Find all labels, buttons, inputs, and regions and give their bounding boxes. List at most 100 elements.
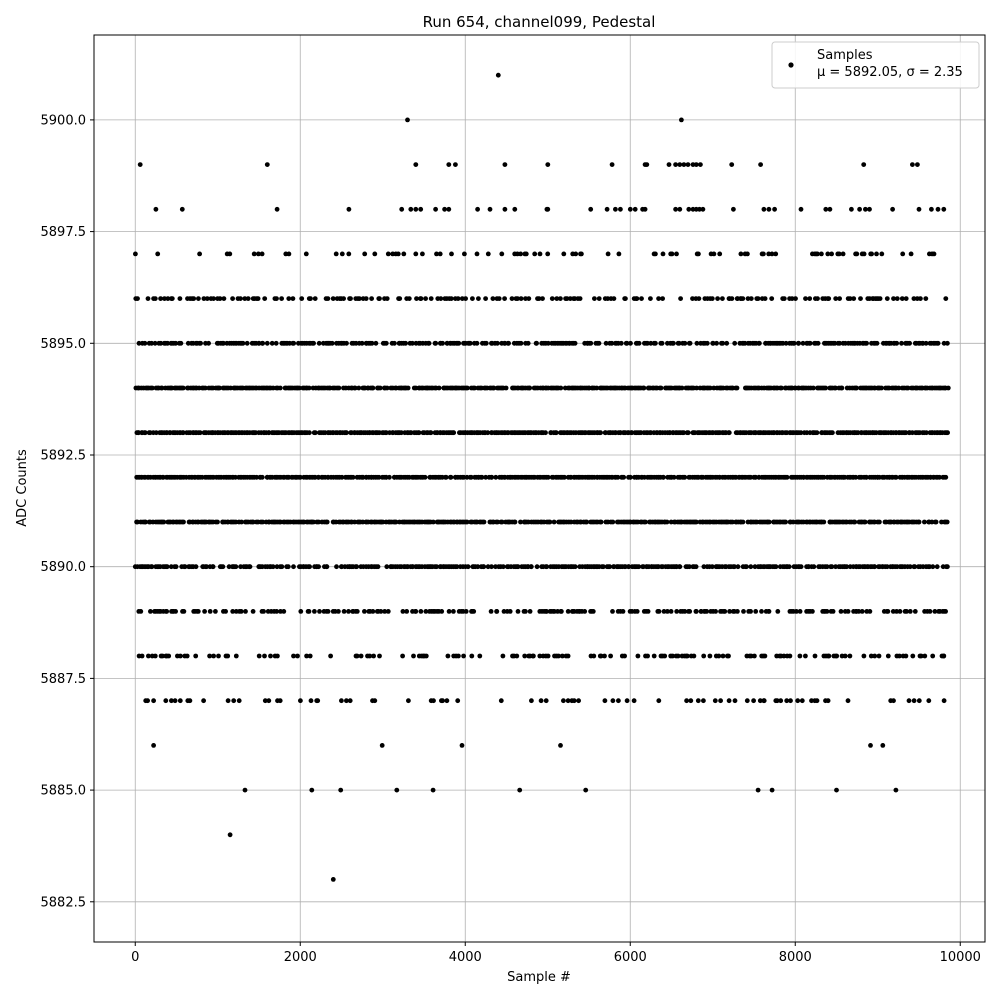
- data-point: [462, 251, 467, 257]
- data-point: [517, 787, 523, 793]
- data-point: [837, 340, 842, 346]
- data-point: [193, 564, 199, 570]
- data-point: [456, 653, 461, 659]
- data-point: [325, 609, 331, 614]
- data-point: [732, 340, 738, 346]
- data-point: [665, 609, 670, 614]
- data-point: [618, 206, 623, 212]
- data-point: [138, 609, 144, 614]
- data-point: [317, 609, 322, 614]
- data-point: [693, 519, 699, 525]
- data-point: [344, 340, 349, 346]
- data-point: [748, 564, 754, 570]
- data-point: [681, 430, 687, 436]
- data-point: [523, 609, 528, 614]
- data-point: [551, 519, 557, 525]
- data-point: [803, 296, 808, 301]
- legend-box: [771, 41, 980, 89]
- data-point: [438, 296, 444, 301]
- data-point: [512, 206, 518, 212]
- data-point: [341, 296, 346, 301]
- data-point: [454, 564, 460, 570]
- data-point: [795, 698, 801, 704]
- data-point: [823, 206, 829, 212]
- data-point: [451, 430, 457, 436]
- data-point: [899, 340, 904, 346]
- data-point: [518, 340, 524, 346]
- data-point: [932, 609, 938, 614]
- data-point: [709, 564, 715, 570]
- data-point: [184, 653, 190, 659]
- data-point: [558, 296, 563, 301]
- data-point: [459, 743, 465, 748]
- data-point: [755, 296, 761, 301]
- data-point: [495, 519, 500, 525]
- data-point: [774, 698, 780, 704]
- data-point: [867, 206, 872, 212]
- data-point: [945, 340, 950, 346]
- data-point: [757, 698, 763, 704]
- data-point: [436, 385, 442, 391]
- data-point: [347, 698, 353, 704]
- data-point: [384, 564, 390, 570]
- data-point: [722, 609, 728, 614]
- data-point: [286, 251, 292, 257]
- data-point: [784, 474, 790, 480]
- data-point: [362, 609, 367, 614]
- data-point: [304, 653, 309, 659]
- data-point: [472, 385, 477, 391]
- data-point: [645, 653, 650, 659]
- data-point: [729, 296, 735, 301]
- data-point: [856, 609, 862, 614]
- data-point: [603, 340, 609, 346]
- data-point: [849, 206, 854, 212]
- data-point: [673, 206, 678, 212]
- data-point: [348, 296, 353, 301]
- data-point: [943, 609, 948, 614]
- data-point: [623, 296, 628, 301]
- y-tick-label: 5885.0: [41, 784, 87, 799]
- data-point: [160, 653, 165, 659]
- data-point: [783, 519, 788, 525]
- data-point: [463, 296, 468, 301]
- data-point: [751, 698, 756, 704]
- data-point: [673, 162, 678, 168]
- data-point: [598, 653, 604, 659]
- y-tick-label: 5882.5: [41, 895, 87, 910]
- data-point: [731, 206, 736, 212]
- data-point: [943, 474, 949, 480]
- data-point: [582, 609, 588, 614]
- data-point: [384, 296, 390, 301]
- data-point: [172, 698, 178, 704]
- data-point: [330, 296, 336, 301]
- data-point: [526, 296, 532, 301]
- data-point: [840, 251, 846, 257]
- data-point: [544, 609, 549, 614]
- data-point: [352, 385, 358, 391]
- data-point: [798, 206, 804, 212]
- data-point: [827, 206, 833, 212]
- x-axis-ticks: 0 2000 4000 6000 8000 10000: [131, 942, 981, 965]
- data-point: [781, 653, 787, 659]
- data-point: [609, 340, 615, 346]
- data-point: [242, 787, 248, 793]
- data-point: [788, 698, 793, 704]
- data-point: [620, 609, 626, 614]
- data-point: [890, 206, 895, 212]
- data-point: [681, 162, 687, 168]
- data-point: [915, 162, 920, 168]
- data-point: [518, 251, 523, 257]
- data-point: [367, 653, 373, 659]
- data-point: [579, 251, 584, 257]
- data-point: [227, 251, 233, 257]
- data-point: [628, 340, 633, 346]
- data-point: [153, 206, 159, 212]
- data-point: [490, 296, 496, 301]
- data-point: [357, 296, 362, 301]
- data-point: [772, 206, 777, 212]
- data-point: [177, 698, 183, 704]
- data-point: [286, 296, 292, 301]
- data-point: [690, 296, 695, 301]
- data-point: [867, 609, 873, 614]
- data-point: [298, 609, 304, 614]
